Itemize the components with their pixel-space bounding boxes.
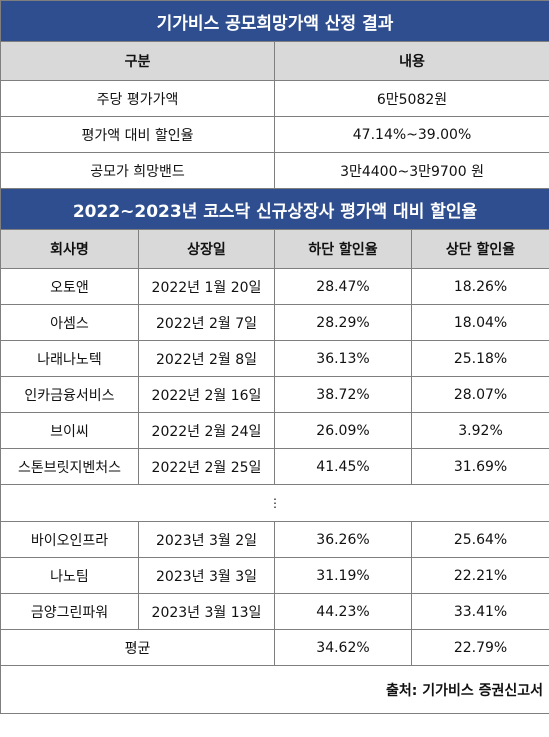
header-content: 내용: [273, 41, 549, 81]
average-row: 평균 34.62% 22.79%: [0, 629, 549, 666]
listing-date: 2023년 3월 13일: [138, 593, 275, 630]
header-company: 회사명: [0, 229, 139, 269]
table-row: 오토앤 2022년 1월 20일 28.47% 18.26%: [0, 268, 549, 305]
lower-discount: 26.09%: [274, 412, 412, 449]
header-lower-discount: 하단 할인율: [274, 229, 412, 269]
lower-discount: 36.26%: [274, 521, 412, 558]
upper-discount: 3.92%: [410, 412, 549, 449]
discount-rate-title: 2022~2023년 코스닥 신규상장사 평가액 대비 할인율: [0, 188, 549, 230]
table-row: 주당 평가가액 6만5082원: [0, 80, 549, 117]
lower-discount: 36.13%: [274, 340, 412, 377]
company-name: 바이오인프라: [0, 521, 139, 558]
lower-discount: 38.72%: [274, 376, 412, 413]
lower-discount: 44.23%: [274, 593, 412, 630]
listing-date: 2022년 2월 24일: [138, 412, 275, 449]
table-row: 아셈스 2022년 2월 7일 28.29% 18.04%: [0, 304, 549, 341]
row-label: 공모가 희망밴드: [0, 152, 275, 189]
row-value: 6만5082원: [273, 80, 549, 117]
upper-discount: 33.41%: [410, 593, 549, 630]
company-name: 인카금융서비스: [0, 376, 139, 413]
table-row: 스톤브릿지벤처스 2022년 2월 25일 41.45% 31.69%: [0, 448, 549, 485]
valuation-table: 기가비스 공모희망가액 산정 결과 구분 내용 주당 평가가액 6만5082원 …: [0, 0, 549, 714]
company-name: 나래나노텍: [0, 340, 139, 377]
upper-discount: 31.69%: [410, 448, 549, 485]
upper-discount: 25.64%: [410, 521, 549, 558]
lower-discount: 41.45%: [274, 448, 412, 485]
listing-date: 2022년 2월 7일: [138, 304, 275, 341]
listing-date: 2022년 2월 16일: [138, 376, 275, 413]
header-upper-discount: 상단 할인율: [410, 229, 549, 269]
ellipsis-row: ⋮: [0, 484, 549, 522]
upper-discount: 18.04%: [410, 304, 549, 341]
source-note: 출처: 기가비스 증권신고서: [0, 665, 549, 714]
listing-date: 2022년 1월 20일: [138, 268, 275, 305]
company-name: 나노팀: [0, 557, 139, 594]
table-row: 바이오인프라 2023년 3월 2일 36.26% 25.64%: [0, 521, 549, 558]
upper-discount: 25.18%: [410, 340, 549, 377]
company-name: 오토앤: [0, 268, 139, 305]
average-label: 평균: [0, 629, 275, 666]
upper-discount: 18.26%: [410, 268, 549, 305]
row-label: 평가액 대비 할인율: [0, 116, 275, 153]
average-lower-discount: 34.62%: [274, 629, 412, 666]
table-row: 공모가 희망밴드 3만4400~3만9700 원: [0, 152, 549, 189]
company-name: 스톤브릿지벤처스: [0, 448, 139, 485]
lower-discount: 31.19%: [274, 557, 412, 594]
header-category: 구분: [0, 41, 275, 81]
table-row: 평가액 대비 할인율 47.14%~39.00%: [0, 116, 549, 153]
table-row: 브이씨 2022년 2월 24일 26.09% 3.92%: [0, 412, 549, 449]
table-row: 나래나노텍 2022년 2월 8일 36.13% 25.18%: [0, 340, 549, 377]
table-row: 금양그린파워 2023년 3월 13일 44.23% 33.41%: [0, 593, 549, 630]
company-name: 금양그린파워: [0, 593, 139, 630]
listing-date: 2022년 2월 25일: [138, 448, 275, 485]
average-upper-discount: 22.79%: [410, 629, 549, 666]
company-name: 아셈스: [0, 304, 139, 341]
upper-discount: 28.07%: [410, 376, 549, 413]
ipo-valuation-title: 기가비스 공모희망가액 산정 결과: [0, 0, 549, 42]
lower-discount: 28.29%: [274, 304, 412, 341]
table-row: 인카금융서비스 2022년 2월 16일 38.72% 28.07%: [0, 376, 549, 413]
header-listing-date: 상장일: [138, 229, 275, 269]
company-name: 브이씨: [0, 412, 139, 449]
upper-discount: 22.21%: [410, 557, 549, 594]
listing-date: 2023년 3월 3일: [138, 557, 275, 594]
listing-date: 2023년 3월 2일: [138, 521, 275, 558]
listing-date: 2022년 2월 8일: [138, 340, 275, 377]
table-row: 나노팀 2023년 3월 3일 31.19% 22.21%: [0, 557, 549, 594]
row-value: 47.14%~39.00%: [273, 116, 549, 153]
lower-discount: 28.47%: [274, 268, 412, 305]
row-value: 3만4400~3만9700 원: [273, 152, 549, 189]
row-label: 주당 평가가액: [0, 80, 275, 117]
